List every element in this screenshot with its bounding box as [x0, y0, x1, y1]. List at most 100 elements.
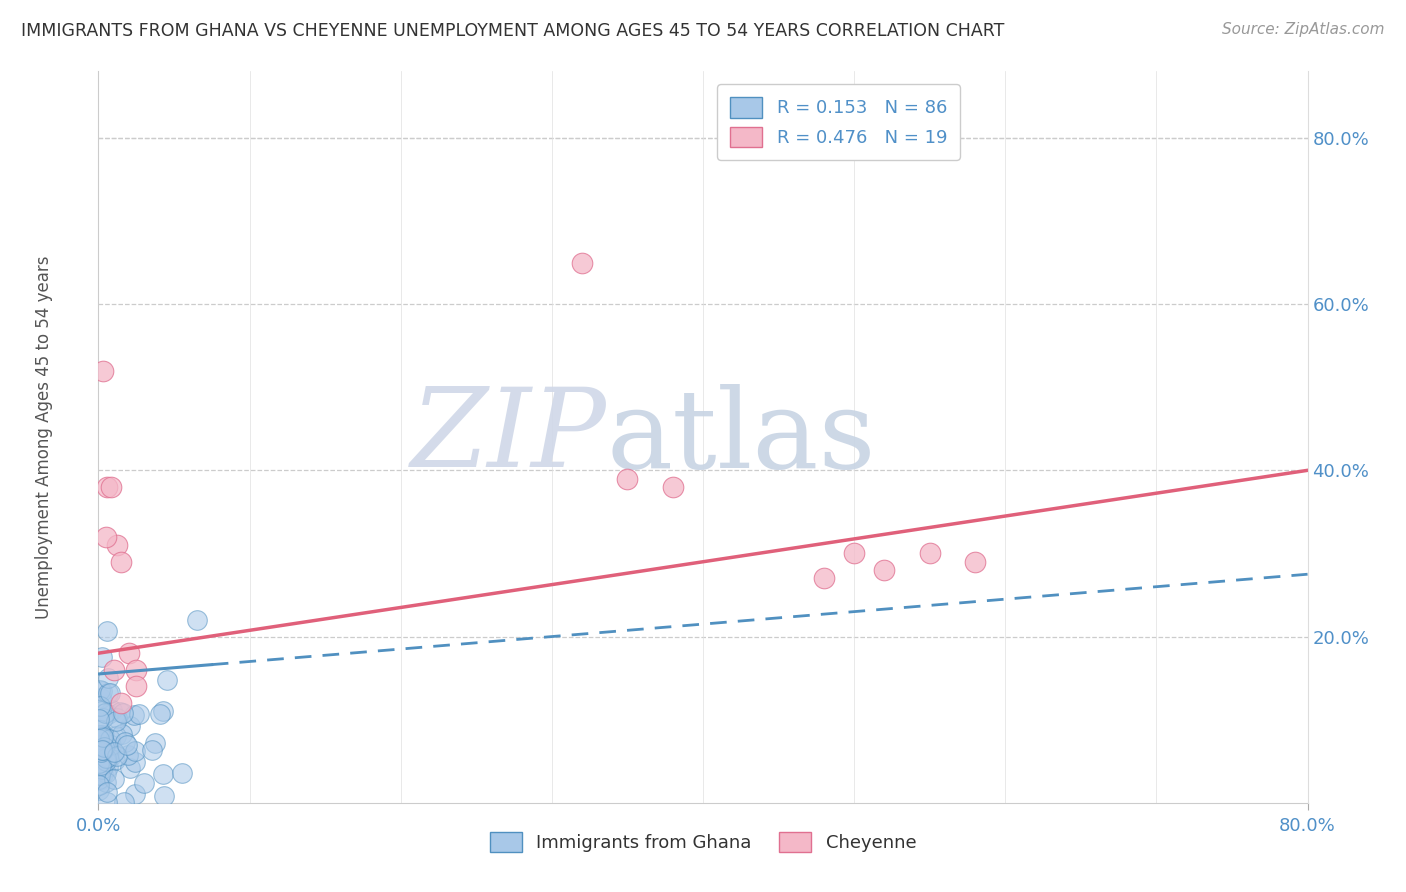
Point — [108, 706, 131, 720]
Point — [100, 748, 122, 763]
Point — [918, 546, 941, 560]
Point — [96, 750, 118, 764]
Point — [120, 719, 142, 733]
Point — [571, 255, 593, 269]
Point — [96, 795, 118, 809]
Point — [114, 735, 136, 749]
Point — [89, 768, 111, 782]
Point — [91, 762, 114, 776]
Point — [87, 778, 110, 792]
Point — [117, 747, 139, 762]
Point — [661, 480, 683, 494]
Text: ZIP: ZIP — [411, 384, 606, 491]
Point — [125, 663, 148, 677]
Point — [112, 795, 135, 809]
Point — [124, 744, 146, 758]
Point — [616, 472, 638, 486]
Point — [152, 767, 174, 781]
Point — [111, 706, 134, 721]
Point — [91, 363, 114, 377]
Point — [844, 546, 866, 560]
Point — [122, 707, 145, 722]
Point — [93, 728, 115, 742]
Point — [148, 707, 170, 722]
Point — [96, 624, 118, 638]
Point — [91, 711, 114, 725]
Point — [97, 706, 120, 721]
Point — [94, 530, 117, 544]
Point — [97, 743, 120, 757]
Point — [97, 686, 120, 700]
Point — [98, 731, 121, 746]
Point — [111, 726, 134, 740]
Point — [186, 613, 208, 627]
Point — [90, 691, 112, 706]
Point — [90, 757, 112, 772]
Point — [124, 755, 146, 769]
Point — [105, 748, 128, 763]
Point — [152, 704, 174, 718]
Point — [115, 738, 138, 752]
Point — [90, 704, 112, 718]
Text: Unemployment Among Ages 45 to 54 years: Unemployment Among Ages 45 to 54 years — [35, 255, 53, 619]
Point — [90, 745, 112, 759]
Point — [813, 571, 835, 585]
Point — [89, 732, 111, 747]
Point — [96, 480, 118, 494]
Point — [97, 760, 120, 774]
Point — [90, 739, 112, 753]
Point — [87, 783, 110, 797]
Point — [94, 754, 117, 768]
Point — [98, 686, 121, 700]
Point — [89, 773, 111, 788]
Text: Source: ZipAtlas.com: Source: ZipAtlas.com — [1222, 22, 1385, 37]
Point — [89, 772, 111, 786]
Point — [94, 739, 117, 753]
Point — [89, 699, 111, 714]
Point — [96, 765, 118, 780]
Point — [93, 706, 115, 720]
Point — [110, 696, 132, 710]
Point — [103, 772, 125, 786]
Point — [97, 750, 120, 764]
Point — [104, 753, 127, 767]
Point — [96, 785, 118, 799]
Point — [89, 683, 111, 698]
Point — [118, 646, 141, 660]
Point — [91, 684, 114, 698]
Point — [90, 731, 112, 745]
Point — [87, 756, 110, 771]
Point — [89, 761, 111, 775]
Point — [103, 746, 125, 760]
Point — [89, 712, 111, 726]
Point — [100, 738, 122, 752]
Point — [118, 760, 141, 774]
Point — [91, 728, 114, 742]
Point — [101, 703, 124, 717]
Point — [91, 743, 114, 757]
Point — [97, 671, 120, 685]
Point — [91, 752, 114, 766]
Point — [93, 739, 115, 754]
Point — [91, 741, 114, 756]
Point — [89, 723, 111, 737]
Point — [124, 787, 146, 801]
Point — [134, 776, 156, 790]
Point — [128, 706, 150, 721]
Point — [873, 563, 896, 577]
Point — [90, 743, 112, 757]
Point — [104, 714, 127, 728]
Point — [90, 744, 112, 758]
Point — [125, 680, 148, 694]
Point — [100, 480, 122, 494]
Point — [105, 538, 128, 552]
Legend: Immigrants from Ghana, Cheyenne: Immigrants from Ghana, Cheyenne — [482, 824, 924, 860]
Point — [104, 730, 127, 744]
Point — [156, 673, 179, 687]
Point — [91, 731, 114, 745]
Point — [105, 711, 128, 725]
Point — [93, 767, 115, 781]
Point — [103, 663, 125, 677]
Text: atlas: atlas — [606, 384, 876, 491]
Point — [143, 736, 166, 750]
